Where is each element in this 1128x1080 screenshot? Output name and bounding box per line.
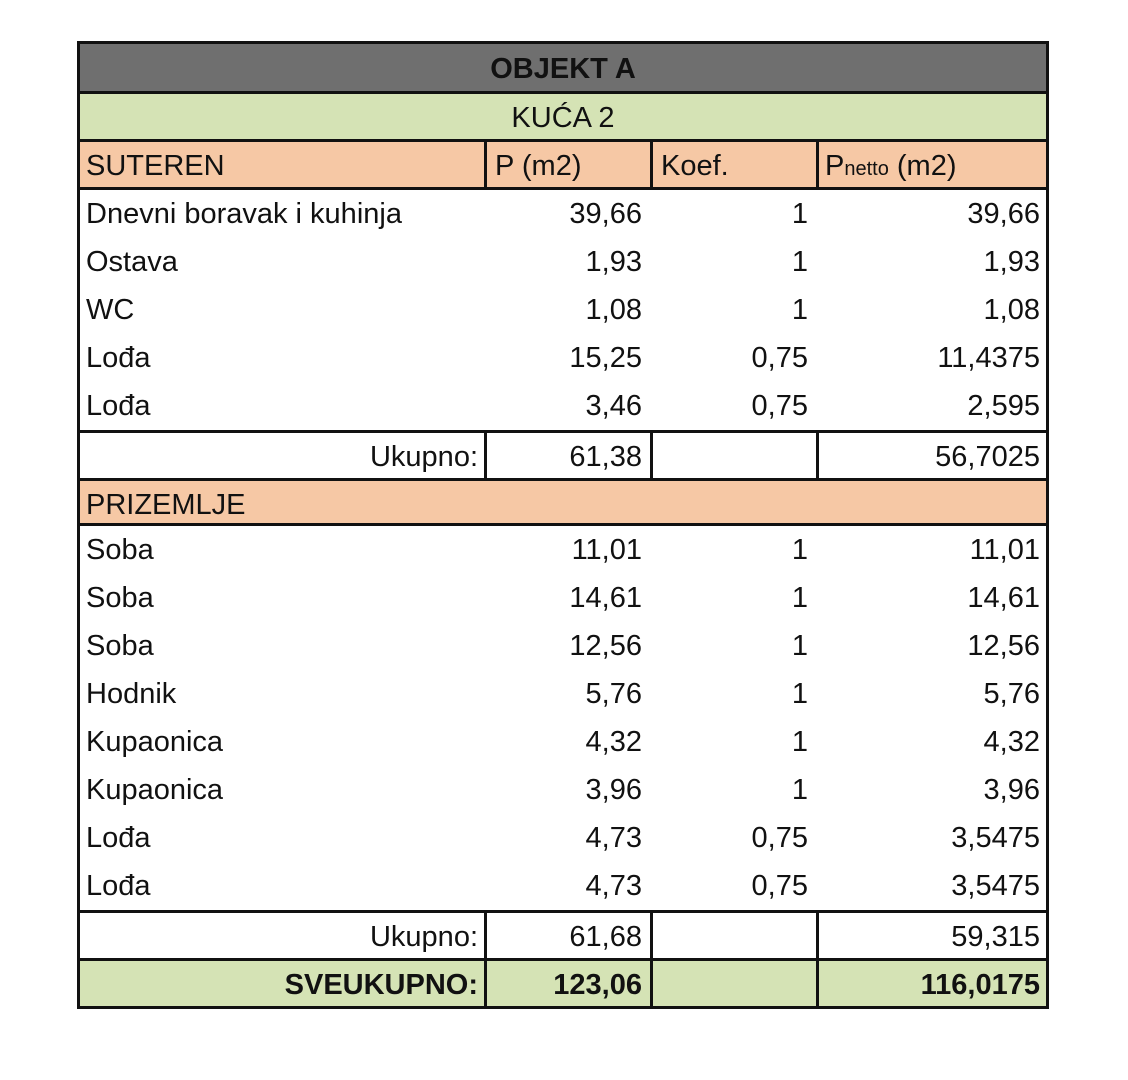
room-name: Soba [86,582,154,614]
room-coef: 1 [791,198,808,230]
grand-total-label: SVEUKUPNO: [284,969,478,1001]
room-name: Lođa [86,870,151,902]
table-row: Hodnik 5,76 1 5,76 [80,670,1046,718]
room-net: 39,66 [967,198,1040,230]
room-area: 5,76 [585,678,642,710]
room-name: Lođa [86,822,151,854]
room-area: 3,46 [585,390,642,422]
room-coef: 0,75 [751,870,808,902]
room-net: 11,01 [969,534,1040,566]
prizemlje-total-row: Ukupno: 61,68 59,315 [80,910,1046,958]
room-name: Hodnik [86,678,177,710]
total-label: Ukupno: [369,921,478,953]
total-coef [650,913,816,958]
room-net: 1,93 [983,246,1040,278]
table-row: WC 1,08 1 1,08 [80,286,1046,334]
table-title-row: OBJEKT A [80,44,1046,94]
table-row: Lođa 3,46 0,75 2,595 [80,382,1046,430]
room-area: 14,61 [569,582,642,614]
room-net: 3,5475 [951,822,1040,854]
room-coef: 0,75 [751,342,808,374]
table-row: Soba 14,61 1 14,61 [80,574,1046,622]
suteren-total-row: Ukupno: 61,38 56,7025 [80,430,1046,478]
table-row: Lođa 15,25 0,75 11,4375 [80,334,1046,382]
room-area: 12,56 [569,630,642,662]
header-row: SUTEREN P (m2) Koef. Pnetto (m2) [80,142,1046,190]
room-coef: 1 [791,678,808,710]
room-coef: 1 [791,726,808,758]
room-net: 3,5475 [951,870,1040,902]
table-row: Soba 12,56 1 12,56 [80,622,1046,670]
room-area: 15,25 [569,342,642,374]
room-net: 14,61 [967,582,1040,614]
area-table: OBJEKT A KUĆA 2 SUTEREN P (m2) Koef. Pne… [77,41,1049,1009]
room-area: 1,08 [585,294,642,326]
table-row: Kupaonica 4,32 1 4,32 [80,718,1046,766]
grand-total-net: 116,0175 [816,961,1046,1006]
total-coef [650,433,816,478]
room-coef: 0,75 [751,822,808,854]
header-coef: Koef. [650,142,816,187]
room-coef: 0,75 [751,390,808,422]
room-area: 1,93 [585,246,642,278]
prizemlje-rows: Soba 11,01 1 11,01 Soba 14,61 1 14,61 Soba 12,56 1… [80,526,1046,910]
room-net: 5,76 [983,678,1040,710]
room-coef: 1 [791,534,808,566]
header-net: Pnetto (m2) [816,142,1046,187]
room-name: Lođa [86,390,151,422]
room-name: Kupaonica [86,726,224,758]
room-name: Kupaonica [86,774,224,806]
room-coef: 1 [791,294,808,326]
room-net: 11,4375 [937,342,1040,374]
table-subtitle: KUĆA 2 [511,102,615,134]
grand-total-row: SVEUKUPNO: 123,06 116,0175 [80,958,1046,1006]
room-name: Soba [86,630,154,662]
room-name: Dnevni boravak i kuhinja [86,198,402,230]
room-net: 12,56 [967,630,1040,662]
room-area: 3,96 [585,774,642,806]
table-row: Soba 11,01 1 11,01 [80,526,1046,574]
table-row: Ostava 1,93 1 1,93 [80,238,1046,286]
room-area: 4,73 [585,870,642,902]
total-net: 59,315 [816,913,1046,958]
total-label: Ukupno: [369,441,478,473]
room-name: Lođa [86,342,151,374]
table-row: Dnevni boravak i kuhinja 39,66 1 39,66 [80,190,1046,238]
suteren-rows: Dnevni boravak i kuhinja 39,66 1 39,66 Ostav… [80,190,1046,430]
room-area: 11,01 [571,534,642,566]
room-area: 39,66 [569,198,642,230]
prizemlje-header-row: PRIZEMLJE [80,478,1046,526]
section-label: PRIZEMLJE [86,489,246,521]
room-net: 1,08 [983,294,1040,326]
room-coef: 1 [791,630,808,662]
table-subtitle-row: KUĆA 2 [80,94,1046,142]
room-name: Ostava [86,246,178,278]
room-area: 4,73 [585,822,642,854]
table-row: Lođa 4,73 0,75 3,5475 [80,814,1046,862]
total-area: 61,68 [484,913,650,958]
grand-total-coef [650,961,816,1006]
total-area: 61,38 [484,433,650,478]
room-net: 3,96 [983,774,1040,806]
room-net: 4,32 [983,726,1040,758]
table-title: OBJEKT A [490,53,636,85]
room-coef: 1 [791,246,808,278]
header-area: P (m2) [484,142,650,187]
room-net: 2,595 [967,390,1040,422]
header-section: SUTEREN [86,150,225,182]
room-name: Soba [86,534,154,566]
grand-total-area: 123,06 [484,961,650,1006]
room-coef: 1 [791,582,808,614]
room-area: 4,32 [585,726,642,758]
total-net: 56,7025 [816,433,1046,478]
table-row: Lođa 4,73 0,75 3,5475 [80,862,1046,910]
room-name: WC [86,294,135,326]
room-coef: 1 [791,774,808,806]
table-row: Kupaonica 3,96 1 3,96 [80,766,1046,814]
